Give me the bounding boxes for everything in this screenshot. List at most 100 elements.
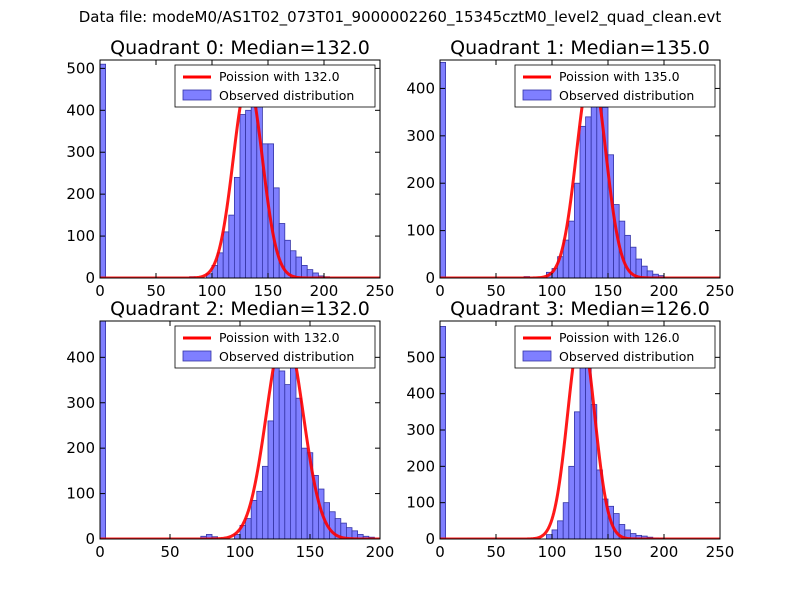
x-tick-label: 50 — [160, 543, 179, 561]
histogram-bar — [239, 114, 246, 278]
histogram-bar — [301, 265, 308, 278]
histogram-bar — [100, 321, 106, 539]
y-tick-label: 300 — [66, 143, 95, 161]
y-tick-label: 0 — [85, 530, 95, 548]
legend-entry-observed: Observed distribution — [219, 349, 354, 364]
y-tick-label: 500 — [406, 348, 435, 366]
x-tick-label: 250 — [706, 543, 735, 561]
y-tick-label: 100 — [406, 494, 435, 512]
histogram-bar — [289, 250, 297, 278]
chart-title: Quadrant 2: Median=132.0 — [110, 298, 370, 320]
histogram-bar — [568, 465, 575, 539]
legend-bar-swatch — [522, 89, 552, 101]
legend-entry-poisson: Poission with 126.0 — [559, 330, 680, 345]
y-tick-label: 100 — [406, 222, 435, 240]
histogram-bar — [557, 520, 564, 539]
histogram-bar — [295, 256, 302, 278]
y-tick-label: 0 — [85, 269, 95, 287]
histogram-bar — [261, 465, 269, 539]
quadrant-3-chart: 0 50 100 150 200 250 0 100 200 300 400 500 Quadrant … — [406, 298, 734, 561]
histogram-bar — [585, 116, 592, 278]
quadrant-0-chart: 0 50 100 150 200 250 0 100 200 300 400 500 Quadrant … — [66, 37, 394, 300]
y-tick-label: 500 — [66, 59, 95, 77]
histogram-bar — [284, 384, 291, 539]
poisson-curve — [440, 67, 720, 278]
histogram-bar — [267, 420, 274, 539]
histogram-bar — [256, 490, 263, 539]
histogram-bar — [574, 182, 581, 278]
x-tick-label: 100 — [226, 543, 255, 561]
legend-entry-poisson: Poission with 132.0 — [219, 330, 340, 345]
histogram-bar — [245, 109, 252, 278]
x-tick-label: 150 — [594, 543, 623, 561]
x-tick-label: 200 — [366, 543, 395, 561]
histogram-bar — [551, 529, 558, 539]
figure-title: Data file: modeM0/AS1T02_073T01_90000022… — [78, 8, 722, 26]
x-tick-label: 0 — [435, 543, 445, 561]
histogram-bar — [440, 326, 446, 539]
x-tick-label: 150 — [296, 543, 325, 561]
x-tick-label: 100 — [198, 282, 227, 300]
histogram-bar — [301, 447, 308, 539]
histogram-bar — [312, 272, 319, 278]
histogram-bar — [250, 499, 258, 539]
x-tick-label: 50 — [146, 282, 165, 300]
legend-entry-poisson: Poission with 132.0 — [219, 69, 340, 84]
histogram-bar — [562, 502, 570, 539]
legend-entry-poisson: Poission with 135.0 — [559, 69, 680, 84]
histogram-bar — [100, 63, 106, 278]
y-tick-label: 400 — [66, 348, 95, 366]
histogram-bar — [233, 176, 241, 278]
legend-entry-observed: Observed distribution — [219, 88, 354, 103]
x-tick-label: 0 — [95, 543, 105, 561]
quadrant-2-chart: 0 50 100 150 200 0 100 200 300 400 Quadrant 2: Med… — [66, 298, 394, 561]
legend-entry-observed: Observed distribution — [559, 88, 694, 103]
x-tick-label: 100 — [538, 282, 567, 300]
x-tick-label: 200 — [310, 282, 339, 300]
x-tick-label: 200 — [650, 543, 679, 561]
plot-area — [100, 63, 380, 278]
x-tick-label: 100 — [538, 543, 567, 561]
x-tick-label: 0 — [95, 282, 105, 300]
histogram-bar — [245, 518, 252, 539]
legend-entry-observed: Observed distribution — [559, 349, 694, 364]
y-tick-label: 300 — [406, 127, 435, 145]
legend-bar-swatch — [182, 89, 212, 101]
histogram-bar — [440, 61, 446, 278]
histogram-bar — [289, 366, 297, 539]
y-tick-label: 200 — [66, 439, 95, 457]
x-tick-label: 250 — [366, 282, 395, 300]
y-tick-label: 300 — [66, 394, 95, 412]
histogram-bar — [278, 370, 286, 539]
x-tick-label: 50 — [486, 282, 505, 300]
y-tick-label: 400 — [406, 385, 435, 403]
y-tick-label: 400 — [66, 101, 95, 119]
plot-area — [100, 321, 380, 539]
axes-frame — [99, 59, 381, 279]
histogram-bar — [546, 534, 553, 539]
x-tick-label: 0 — [435, 282, 445, 300]
quadrant-1-chart: 0 50 100 150 200 250 0 100 200 300 400 Quadrant 1: … — [406, 37, 734, 300]
y-tick-label: 200 — [66, 185, 95, 203]
chart-title: Quadrant 1: Median=135.0 — [450, 37, 710, 59]
chart-title: Quadrant 0: Median=132.0 — [110, 37, 370, 59]
histogram-bar — [295, 397, 302, 539]
histogram-bar — [273, 187, 280, 278]
x-tick-label: 50 — [486, 543, 505, 561]
y-tick-label: 0 — [425, 530, 435, 548]
histogram-bar — [222, 231, 230, 278]
y-tick-label: 200 — [406, 457, 435, 475]
chart-title: Quadrant 3: Median=126.0 — [450, 298, 710, 320]
y-tick-label: 300 — [406, 421, 435, 439]
x-tick-label: 250 — [706, 282, 735, 300]
y-tick-label: 400 — [406, 79, 435, 97]
axes-frame — [439, 59, 721, 279]
legend-bar-swatch — [182, 350, 212, 362]
x-tick-label: 150 — [594, 282, 623, 300]
x-tick-label: 200 — [650, 282, 679, 300]
histogram-bar — [574, 411, 581, 539]
histogram-bar — [568, 220, 575, 278]
poisson-curve — [100, 328, 380, 539]
histogram-bar — [228, 214, 235, 278]
